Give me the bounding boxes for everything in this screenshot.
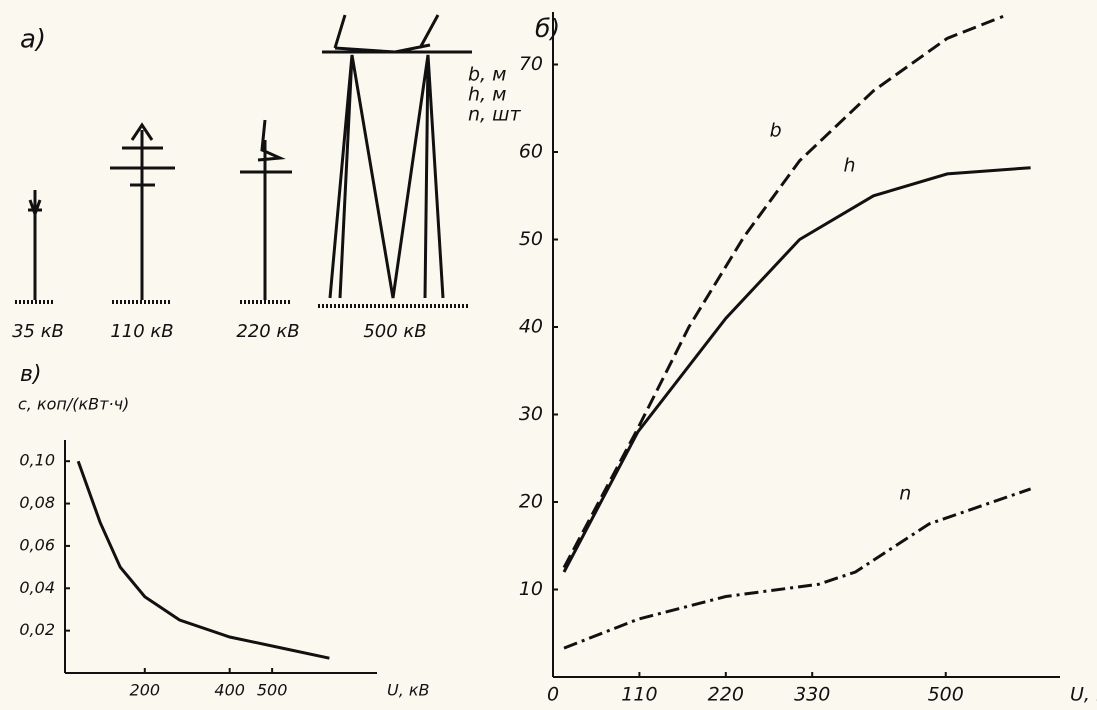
tower-110 (110, 122, 175, 300)
panel-label: а) (20, 25, 46, 55)
y-tick-label: 50 (519, 228, 543, 250)
tower-35 (28, 190, 42, 300)
towers: а) 35 кВ 110 кВ 220 кВ 500 кВ (12, 14, 472, 342)
x-tick-label: 500 (928, 684, 964, 706)
series-line (563, 487, 1032, 650)
y-tick-label: 0,08 (19, 493, 55, 512)
x-tick-label: 200 (130, 681, 161, 700)
y-axis-label: c, коп/(кВт·ч) (18, 395, 129, 414)
voltage-label: 35 кВ (12, 321, 64, 342)
y-tick-label: 10 (519, 578, 543, 600)
y-axis-label: b, м (468, 64, 506, 86)
y-axis-label: h, м (468, 84, 506, 106)
panel-label: в) (20, 362, 42, 387)
panel-label: б) (535, 14, 560, 43)
y-tick-label: 70 (519, 53, 543, 75)
tower-220 (240, 119, 292, 300)
x-axis-label: U, кВ (1070, 684, 1097, 706)
y-tick-label: 60 (519, 141, 543, 163)
voltage-label: 110 кВ (110, 321, 173, 342)
x-tick-label: 110 (621, 684, 657, 706)
x-tick-label: 220 (708, 684, 744, 706)
voltage-label: 220 кВ (236, 321, 299, 342)
y-tick-label: 40 (519, 316, 543, 338)
x-axis-label: U, кВ (387, 681, 430, 700)
tower-500 (322, 14, 472, 299)
y-tick-label: 0,04 (19, 578, 55, 597)
y-tick-label: 0,02 (19, 620, 55, 639)
y-tick-label: 20 (519, 491, 543, 513)
voltage-label: 500 кВ (363, 321, 426, 342)
x-tick-label: 0 (547, 684, 559, 706)
series-label: n (899, 482, 911, 504)
x-tick-label: 400 (214, 681, 245, 700)
series-line (562, 166, 1031, 573)
y-tick-label: 0,10 (19, 451, 55, 470)
y-tick-label: 30 (519, 403, 543, 425)
y-axis-label: n, шт (468, 104, 522, 126)
x-tick-label: 500 (257, 681, 288, 700)
series-line (76, 460, 330, 660)
y-tick-label: 0,06 (19, 535, 55, 554)
series-line (562, 15, 1004, 569)
x-tick-label: 330 (794, 684, 830, 706)
series-label: b (770, 119, 782, 141)
series-label: h (843, 154, 855, 176)
